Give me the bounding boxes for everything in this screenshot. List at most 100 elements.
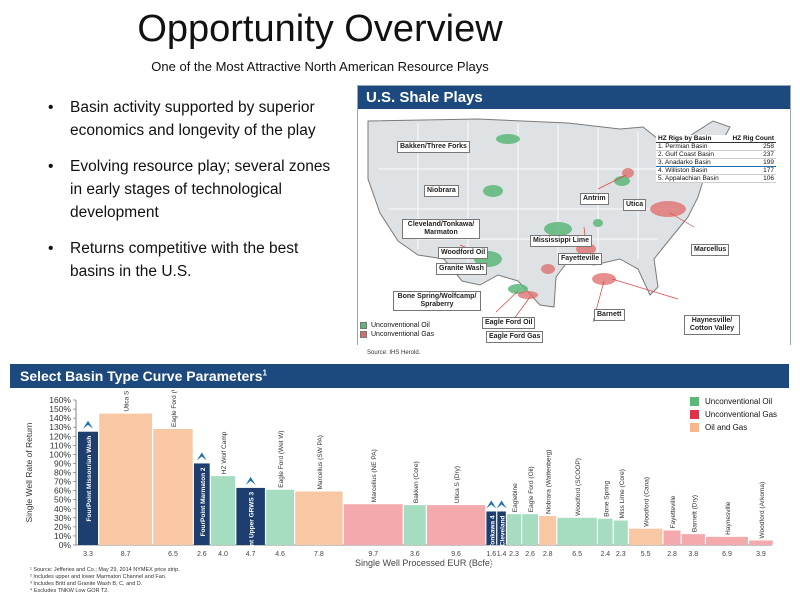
eur-label: 6.9 [722, 551, 732, 558]
bar [613, 520, 628, 545]
bar-label: Bone Spring [603, 481, 610, 517]
rig-table-header-count: HZ Rig Count [726, 135, 776, 143]
y-tick-label: 20% [54, 522, 71, 532]
y-tick-label: 10% [54, 531, 71, 541]
bar-label: Miss Lime (Core) [619, 469, 626, 518]
eur-label: 7.8 [314, 551, 324, 558]
bar-label: FourPoint Missourian Wash [86, 436, 93, 522]
y-tick-label: 160% [49, 395, 71, 405]
eur-label: 4.6 [275, 551, 285, 558]
bar [193, 463, 210, 545]
play-label-fayetteville: Fayetteville [558, 253, 603, 265]
play-label-haynesville: Haynesville/ Cotton Valley [684, 315, 740, 335]
fourpoint-logo-icon [196, 452, 207, 461]
rig-basin-name: 1. Permian Basin [656, 142, 727, 151]
rig-basin-name: 3. Anadarko Basin [656, 158, 727, 167]
rig-count: 199 [726, 158, 776, 167]
legend-swatch-oil-and-gas [690, 423, 699, 432]
bar-label: Utica S (Dry) [454, 466, 461, 503]
bar [99, 413, 153, 545]
y-tick-label: 80% [54, 468, 71, 478]
footnotes: ¹ Source: Jefferies and Co.; May 29, 201… [30, 567, 180, 595]
bar-label: FourPoint Tonkawa 4 [489, 515, 496, 568]
chart-legend-item-oil-and-gas: Oil and Gas [690, 423, 777, 432]
rig-table-row-highlighted: 3. Anadarko Basin 199 [656, 158, 776, 167]
bar-label: HZ Wolf Camp [221, 431, 228, 474]
legend-label: Unconventional Gas [705, 410, 778, 419]
y-tick-label: 110% [50, 440, 72, 450]
bar [497, 511, 506, 545]
bar [557, 517, 597, 545]
rig-count-table: HZ Rigs by Basin HZ Rig Count 1. Permian… [656, 135, 776, 183]
map-legend-label: Unconventional Oil [371, 322, 430, 329]
bar [539, 516, 557, 545]
bullet-item: Basin activity supported by superior eco… [40, 96, 340, 142]
eur-label: 2.3 [509, 551, 519, 558]
bar [210, 476, 236, 545]
map-legend-label: Unconventional Gas [371, 331, 435, 338]
map-source: Source: IHS Herold. [367, 350, 421, 356]
bar [153, 429, 193, 545]
legend-label: Unconventional Oil [705, 397, 773, 406]
eur-label: 2.4 [600, 551, 610, 558]
y-tick-label: 90% [54, 458, 71, 468]
eur-label: 3.9 [756, 551, 766, 558]
eur-label: 3.3 [83, 551, 93, 558]
eur-label: 1.6 [486, 551, 496, 558]
bar-label: Woodford (Cana) [644, 477, 651, 527]
legend-label: Oil and Gas [705, 423, 748, 432]
rig-table-header-basin: HZ Rigs by Basin [656, 135, 727, 143]
bar [749, 540, 773, 545]
bar-label: Eagle Ford (Oil) [528, 466, 535, 512]
legend-swatch-oil [690, 397, 699, 406]
bar [486, 511, 497, 545]
eur-label: 1.4 [497, 551, 507, 558]
bar [706, 536, 748, 545]
y-tick-label: 100% [49, 449, 71, 459]
chart-legend-item-oil: Unconventional Oil [690, 397, 777, 406]
rig-table-row: 4. Williston Basin 177 [656, 166, 776, 175]
bar [507, 514, 521, 545]
map-legend-oil: Unconventional Oil [360, 322, 434, 329]
rig-basin-name: 4. Williston Basin [656, 166, 727, 175]
bar [295, 491, 343, 545]
bar-label: Niobrara (Wattenberg) [546, 450, 553, 514]
bar [681, 534, 705, 545]
eur-label: 2.6 [197, 551, 207, 558]
bar-label: Marcellus (SW PA) [317, 435, 324, 489]
play-label-bone-spring: Bone Spring/Wolfcamp/ Spraberry [393, 291, 481, 311]
page-subtitle: One of the Most Attractive North America… [151, 59, 489, 74]
rig-count: 106 [726, 174, 776, 183]
map-body: Bakken/Three Forks Niobrara Cleveland/To… [358, 109, 790, 346]
rig-table-row: 5. Appalachian Basin 106 [656, 174, 776, 183]
rig-table-row: 1. Permian Basin 258 [656, 142, 776, 151]
bar-label: Marcellus (NE PA) [371, 449, 378, 502]
fourpoint-logo-icon [245, 476, 256, 485]
eur-label: 4.0 [218, 551, 228, 558]
bar [343, 504, 403, 545]
play-label-bakken: Bakken/Three Forks [397, 141, 470, 153]
legend-swatch-gas [690, 410, 699, 419]
play-label-woodford-oil: Woodford Oil [438, 247, 489, 259]
bar-label: Woodford (SCOOP) [575, 458, 582, 516]
play-label-niobrara: Niobrara [424, 185, 459, 197]
type-curve-bar-chart: 0%10%20%30%40%50%60%70%80%90%100%110%120… [24, 390, 773, 568]
fourpoint-logo-icon [486, 500, 497, 509]
chart-legend: Unconventional Oil Unconventional Gas Oi… [690, 397, 777, 436]
y-tick-label: 30% [54, 513, 71, 523]
eur-label: 9.6 [451, 551, 461, 558]
rig-basin-name: 5. Appalachian Basin [656, 174, 727, 183]
section-title: Select Basin Type Curve Parameters [20, 368, 263, 384]
y-tick-label: 60% [54, 486, 71, 496]
bar-label: Bakken (Core) [413, 461, 420, 503]
bar-label: FourPoint Marmaton 2 [200, 467, 207, 536]
bar [266, 489, 295, 545]
play-label-eagle-ford-oil: Eagle Ford Oil [482, 317, 536, 329]
eur-label: 4.7 [246, 551, 256, 558]
bar-label: Utica S (Wet) [124, 390, 131, 412]
bar [236, 487, 265, 545]
chart-legend-item-gas: Unconventional Gas [690, 410, 777, 419]
fourpoint-logo-icon [496, 500, 507, 509]
eur-label: 3.8 [688, 551, 698, 558]
gas-swatch [360, 331, 367, 338]
